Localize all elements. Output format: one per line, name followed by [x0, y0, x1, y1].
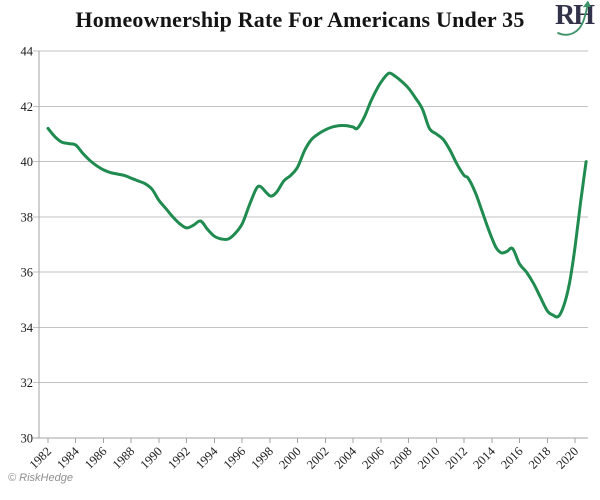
- x-tick-label: 1984: [54, 444, 82, 472]
- y-tick-label: 38: [21, 210, 34, 224]
- x-tick-label: 2010: [415, 444, 443, 472]
- x-tick-label: 1996: [221, 444, 249, 472]
- y-tick-label: 40: [21, 155, 34, 169]
- y-tick-label: 32: [21, 376, 34, 390]
- y-tick-label: 42: [21, 100, 34, 114]
- copyright-credit: © RiskHedge: [8, 472, 73, 484]
- x-tick-label: 2012: [443, 444, 471, 472]
- x-tick-label: 2016: [498, 444, 526, 472]
- page-title: Homeownership Rate For Americans Under 3…: [75, 7, 525, 32]
- y-tick-label: 44: [21, 45, 34, 59]
- x-tick-label: 2006: [359, 444, 387, 472]
- x-tick-label: 2000: [276, 444, 304, 472]
- up-trend-arrow-icon: [557, 0, 591, 36]
- x-tick-label: 1986: [82, 444, 110, 472]
- y-tick-label: 36: [21, 266, 34, 280]
- y-tick-label: 30: [21, 432, 34, 446]
- riskhedge-logo: RH: [554, 0, 595, 40]
- x-tick-label: 2002: [304, 444, 332, 472]
- x-tick-label: 2018: [526, 444, 554, 472]
- x-tick-label: 1998: [248, 444, 276, 472]
- x-tick-label: 1988: [110, 444, 138, 472]
- y-tick-label: 34: [21, 321, 34, 335]
- chart-header: Homeownership Rate For Americans Under 3…: [0, 5, 600, 41]
- x-tick-label: 1982: [27, 444, 55, 472]
- x-tick-label: 1994: [193, 444, 221, 472]
- x-tick-label: 2014: [470, 444, 498, 472]
- x-tick-label: 2004: [332, 444, 360, 472]
- data-line: [46, 71, 588, 319]
- x-tick-label: 2008: [387, 444, 415, 472]
- x-tick-label: 1990: [137, 444, 165, 472]
- x-tick-label: 2020: [554, 444, 582, 472]
- x-tick-label: 1992: [165, 444, 193, 472]
